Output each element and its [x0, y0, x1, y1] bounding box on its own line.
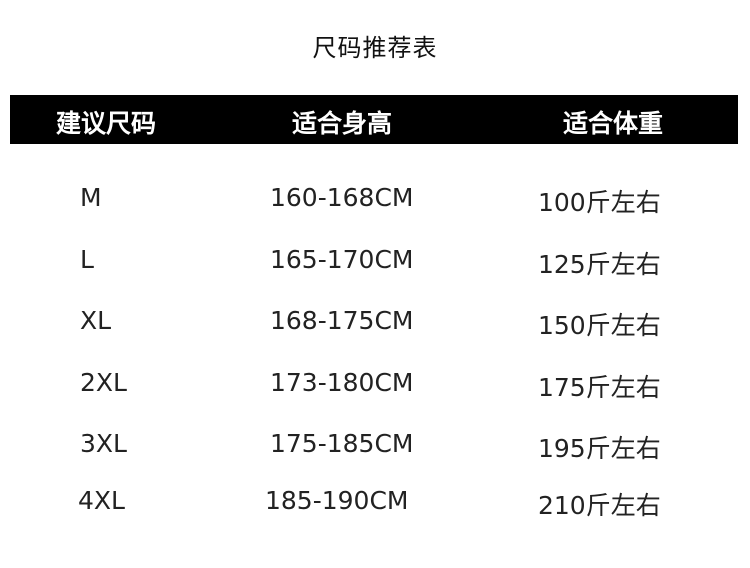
weight-cell: 150斤左右 [538, 311, 661, 340]
size-cell: 2XL [80, 368, 127, 397]
header-weight: 适合体重 [563, 109, 664, 138]
weight-cell: 195斤左右 [538, 434, 661, 463]
height-cell: 175-185CM [270, 429, 414, 458]
height-cell: 165-170CM [270, 245, 414, 274]
chart-title: 尺码推荐表 [312, 34, 438, 62]
table-row: M 160-168CM 100斤左右 [0, 183, 750, 223]
table-row: 4XL 185-190CM 210斤左右 [0, 486, 750, 526]
height-cell: 185-190CM [265, 486, 409, 515]
height-cell: 160-168CM [270, 183, 414, 212]
size-cell: XL [80, 306, 112, 335]
table-row: L 165-170CM 125斤左右 [0, 245, 750, 285]
header-height: 适合身高 [292, 109, 393, 138]
size-cell: 4XL [78, 486, 125, 515]
header-size: 建议尺码 [56, 109, 157, 138]
table-row: XL 168-175CM 150斤左右 [0, 306, 750, 346]
size-cell: L [80, 245, 94, 274]
weight-cell: 125斤左右 [538, 250, 661, 279]
height-cell: 173-180CM [270, 368, 414, 397]
table-row: 3XL 175-185CM 195斤左右 [0, 429, 750, 469]
weight-cell: 210斤左右 [538, 491, 661, 520]
weight-cell: 175斤左右 [538, 373, 661, 402]
table-header: 建议尺码 适合身高 适合体重 [10, 95, 738, 144]
weight-cell: 100斤左右 [538, 188, 661, 217]
size-cell: 3XL [80, 429, 127, 458]
height-cell: 168-175CM [270, 306, 414, 335]
size-cell: M [80, 183, 102, 212]
table-row: 2XL 173-180CM 175斤左右 [0, 368, 750, 408]
